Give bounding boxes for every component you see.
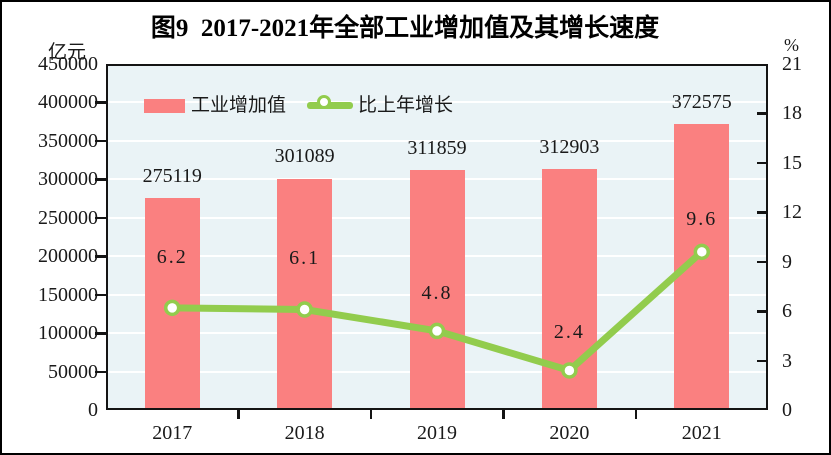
left-axis-tick-mark	[95, 139, 106, 143]
left-axis-tick-label: 250000	[38, 206, 98, 229]
line-series-legend-label: 比上年增长	[358, 95, 454, 116]
left-axis-tick-label: 400000	[38, 91, 98, 114]
bar-value-label-2019: 311859	[407, 137, 467, 160]
bar-series-legend-swatch	[144, 99, 185, 113]
x-axis-tick-mark	[634, 410, 638, 419]
left-axis-tick-label: 100000	[38, 322, 98, 345]
left-axis-tick-mark	[95, 293, 106, 297]
left-axis-tick-label: 350000	[38, 129, 98, 152]
gridline	[106, 101, 768, 104]
right-axis-tick-mark	[757, 359, 768, 363]
left-axis-tick-label: 150000	[38, 283, 98, 306]
left-axis-tick-label: 450000	[38, 53, 98, 75]
bar-2019	[409, 170, 465, 410]
growth-line-series	[163, 243, 711, 379]
right-axis-tick-label: 15	[782, 151, 802, 174]
left-axis-tick-mark	[95, 370, 106, 374]
line-series-legend-marker-icon	[317, 95, 331, 109]
growth-value-label-2018: 6.1	[289, 247, 321, 270]
right-axis-tick-mark	[757, 310, 768, 313]
gridline	[106, 139, 768, 142]
right-axis-tick-label: 21	[782, 53, 802, 75]
line-point-marker-2021	[693, 243, 711, 261]
growth-value-label-2019: 4.8	[421, 281, 453, 304]
x-axis-label-2017: 2017	[152, 422, 193, 444]
bar-value-label-2017: 275119	[142, 165, 202, 188]
x-axis-label-2020: 2020	[549, 422, 590, 444]
left-axis-tick-label: 0	[88, 399, 98, 421]
right-axis-tick-mark	[757, 161, 768, 165]
growth-value-label-2017: 6.2	[156, 245, 188, 268]
right-axis-tick-label: 18	[782, 102, 802, 125]
line-point-marker-2018	[296, 301, 313, 318]
bar-value-label-2020: 312903	[539, 136, 600, 159]
right-axis-tick-mark	[757, 112, 768, 115]
left-axis-tick-label: 200000	[38, 245, 98, 268]
right-axis-tick-mark	[757, 260, 768, 264]
chart-title: 图9 2017-2021年全部工业增加值及其增长速度	[150, 15, 660, 42]
growth-value-label-2021: 9.6	[686, 207, 718, 230]
right-axis-tick-label: 9	[782, 250, 792, 273]
x-axis-tick-mark	[369, 410, 373, 419]
bar-value-label-2018: 301089	[274, 145, 335, 168]
x-axis-label-2019: 2019	[417, 422, 457, 444]
right-axis-tick-label: 3	[782, 349, 792, 372]
right-axis-unit-label: %	[784, 35, 799, 55]
left-axis-tick-mark	[95, 255, 106, 258]
left-axis-tick-mark	[95, 101, 106, 104]
plot-area: 275119 301089 311859 312903 372575 6.2 6.1 4.8 2…	[106, 64, 768, 410]
line-point-marker-2019	[428, 322, 446, 340]
x-axis-tick-mark	[502, 410, 505, 419]
bar-series-legend-label: 工业增加值	[191, 95, 287, 116]
x-axis-label-2018: 2018	[284, 422, 325, 444]
bar-value-label-2021: 372575	[671, 90, 732, 113]
left-axis-unit-label: 亿元	[47, 42, 86, 63]
line-point-marker-2020	[561, 362, 578, 379]
right-axis-tick-label: 12	[782, 201, 802, 224]
left-axis-tick-mark	[95, 332, 106, 335]
right-axis-tick-label: 6	[782, 300, 792, 323]
left-axis-tick-mark	[95, 216, 106, 220]
x-axis-tick-mark	[237, 410, 240, 419]
right-axis-tick-label: 0	[782, 399, 792, 421]
x-axis-label-2021: 2021	[681, 422, 722, 444]
line-point-marker-2017	[163, 299, 181, 317]
left-axis-tick-label: 300000	[38, 168, 98, 191]
bar-2018	[277, 178, 333, 410]
right-axis-tick-mark	[757, 211, 768, 214]
left-axis-tick-mark	[95, 178, 106, 181]
left-axis-tick-label: 50000	[48, 360, 98, 383]
growth-value-label-2020: 2.4	[553, 321, 585, 344]
